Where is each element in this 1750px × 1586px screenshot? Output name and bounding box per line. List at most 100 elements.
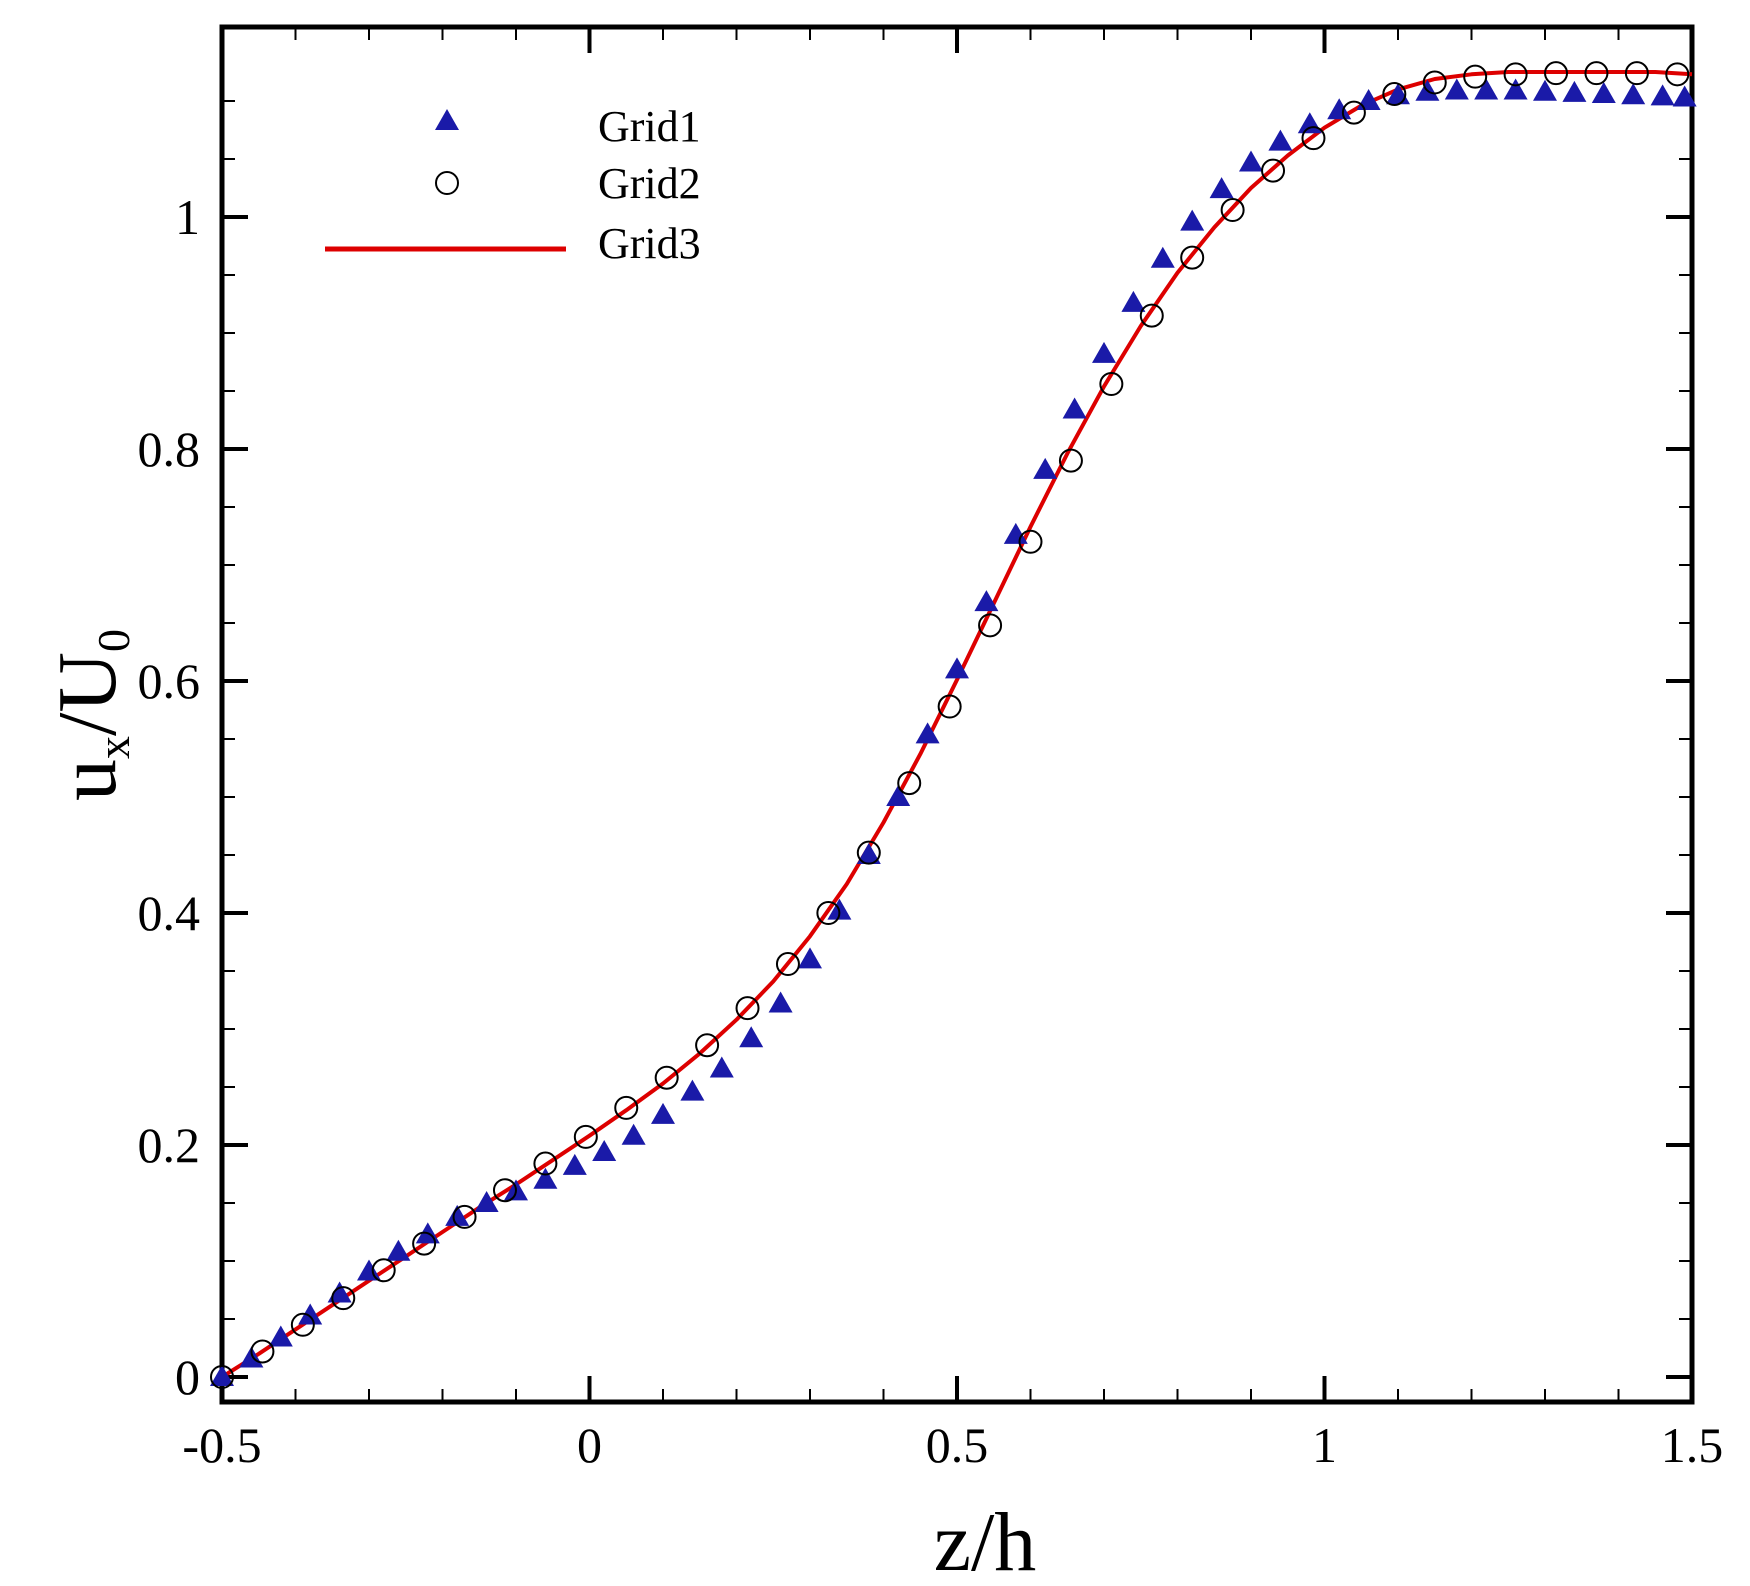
series-grid1 (210, 78, 1697, 1386)
grid2-point (654, 1065, 679, 1090)
y-tick-label: 0 (175, 1349, 200, 1405)
x-tick-label: -0.5 (182, 1417, 261, 1473)
grid2-point (331, 1286, 356, 1311)
grid1-point (1503, 78, 1528, 100)
grid1-point (1297, 112, 1322, 134)
grid2-point (1220, 198, 1245, 223)
grid1-point (1474, 78, 1499, 100)
axis-tick-labels: -0.5 0 0.5 1 1.5 0 0.2 0.4 0.6 0.8 1 (138, 189, 1724, 1473)
grid2-point (1018, 529, 1043, 554)
grid1-point (856, 843, 881, 864)
grid2-point (856, 840, 881, 865)
grid1-point (268, 1325, 293, 1347)
grid1-point (974, 590, 999, 612)
grid2-point (371, 1258, 396, 1283)
series-grid2 (210, 61, 1690, 1389)
grid1-point (592, 1139, 617, 1161)
grid2-point (695, 1033, 720, 1058)
grid1-point (445, 1204, 470, 1226)
grid2-point (1544, 61, 1569, 86)
grid2-point (1584, 61, 1609, 86)
grid2-point (1624, 61, 1649, 86)
grid2-point (1261, 158, 1286, 183)
grid2-point (1665, 62, 1690, 87)
grid1-point (1650, 84, 1675, 106)
grid2-point (816, 901, 841, 925)
grid2-point (1139, 303, 1164, 328)
x-tick-label: 1.5 (1661, 1417, 1724, 1473)
y-tick-label: 0.6 (138, 653, 201, 709)
grid1-point (1591, 82, 1616, 104)
grid1-point (1121, 290, 1146, 312)
grid1-point (1327, 98, 1352, 120)
grid3-line (220, 70, 1693, 1379)
grid2-point (290, 1312, 315, 1337)
grid1-point (1150, 246, 1175, 268)
legend: Grid1 Grid2 Grid3 (325, 102, 701, 268)
grid1-point (562, 1153, 587, 1175)
grid1-point (798, 947, 822, 969)
grid1-point (1533, 79, 1557, 101)
grid2-point (533, 1151, 558, 1176)
grid1-point (1180, 209, 1205, 231)
grid2-point (573, 1124, 598, 1149)
grid1-point (1562, 80, 1587, 102)
grid2-point (735, 996, 760, 1021)
grid2-point (492, 1178, 517, 1203)
x-axis-title: z/h (934, 1496, 1037, 1586)
grid2-point (1058, 448, 1083, 473)
y-axis-title-mid: /U (41, 652, 134, 736)
series-grid3 (220, 70, 1693, 1379)
grid1-point (386, 1239, 411, 1261)
grid1-point (768, 991, 793, 1013)
grid1-point (739, 1026, 764, 1048)
y-tick-label: 1 (175, 189, 200, 245)
grid2-point (775, 952, 800, 977)
grid1-point (327, 1281, 352, 1303)
grid2-point (1099, 372, 1124, 397)
y-tick-label: 0.2 (138, 1117, 201, 1173)
grid1-point (680, 1079, 705, 1101)
grid1-point (1062, 397, 1087, 419)
x-tick-label: 0.5 (926, 1417, 989, 1473)
grid1-point (1621, 83, 1646, 105)
grid1-point (1033, 457, 1058, 479)
grid2-point (1463, 64, 1488, 89)
legend-grid3-label: Grid3 (598, 219, 701, 268)
grid1-point (298, 1303, 323, 1325)
grid1-point (709, 1056, 734, 1078)
grid2-point (412, 1231, 437, 1256)
grid1-point (1209, 177, 1234, 199)
grid1-point (1003, 522, 1028, 544)
grid2-point (452, 1204, 477, 1229)
legend-grid1-label: Grid1 (598, 102, 701, 151)
grid2-point (1180, 245, 1205, 270)
grid1-point (533, 1167, 558, 1189)
grid2-point (1422, 70, 1447, 95)
grid1-point (210, 1365, 234, 1386)
grid1-point (886, 785, 911, 806)
grid1-point (474, 1191, 499, 1212)
y-axis-title-u: u (41, 759, 134, 801)
grid2-point (978, 613, 1003, 638)
grid1-point (1268, 129, 1293, 151)
grid2-point (250, 1339, 275, 1364)
grid1-point (1672, 85, 1697, 107)
x-tick-label: 1 (1312, 1417, 1337, 1473)
grid2-point (1341, 100, 1366, 125)
grid2-point (1382, 82, 1407, 107)
legend-grid1-marker (435, 109, 459, 130)
grid1-point (915, 722, 940, 744)
grid1-point (945, 657, 969, 679)
grid2-point (614, 1095, 639, 1120)
grid2-point (897, 771, 922, 796)
grid1-point (1239, 150, 1263, 172)
grid1-point (651, 1102, 675, 1124)
y-tick-label: 0.8 (138, 421, 201, 477)
legend-grid2-label: Grid2 (598, 159, 701, 208)
y-axis-title-sub-0: 0 (88, 629, 139, 652)
grid2-point (1503, 62, 1528, 87)
grid1-point (621, 1123, 646, 1145)
y-tick-label: 0.4 (138, 885, 201, 941)
axis-ticks (220, 27, 1694, 1402)
